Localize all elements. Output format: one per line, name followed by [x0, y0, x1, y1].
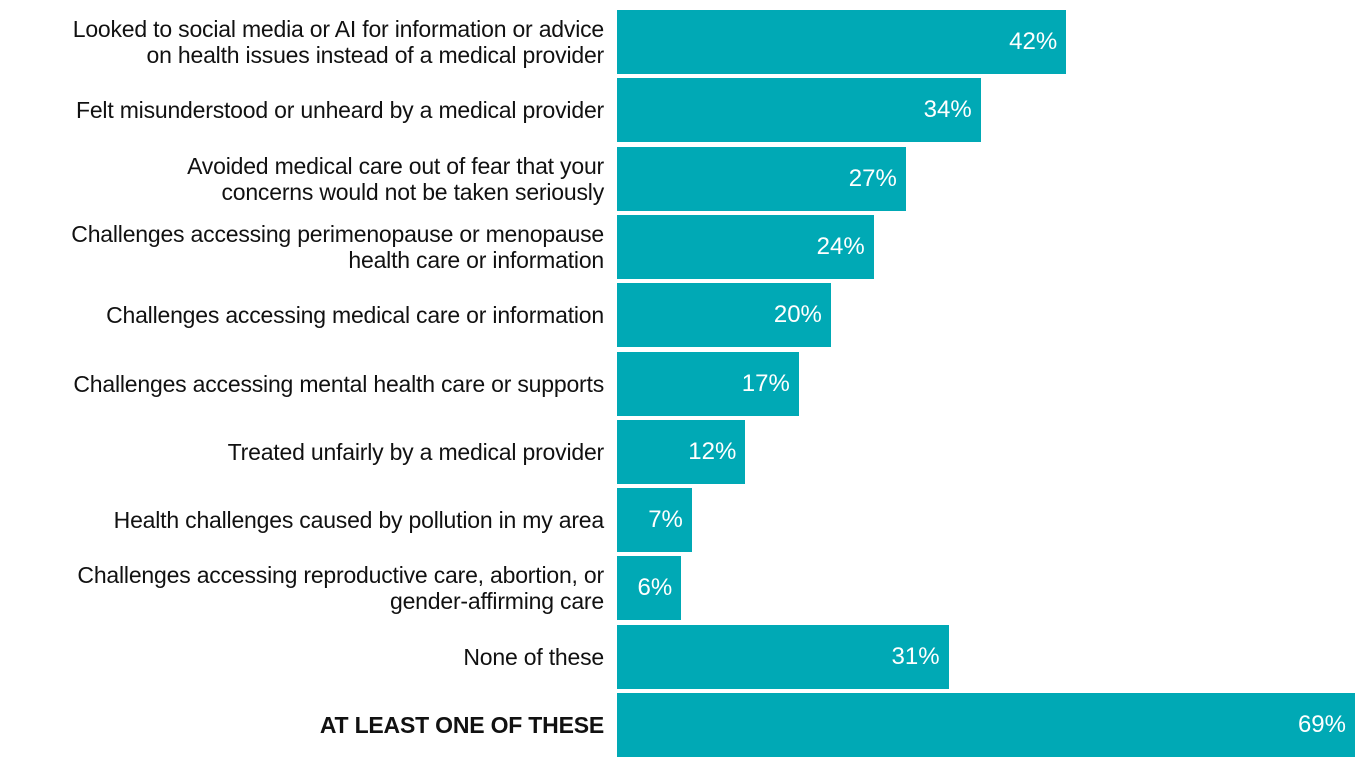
bar: 20%: [617, 283, 831, 348]
category-label-line: Challenges accessing reproductive care, …: [77, 562, 604, 589]
category-label: Challenges accessing reproductive care, …: [0, 556, 604, 620]
value-label: 12%: [688, 437, 737, 465]
bar-row: Avoided medical care out of fear that yo…: [0, 146, 1366, 211]
bar-row: Treated unfairly by a medical provider 12…: [0, 419, 1366, 484]
bar-row: AT LEAST ONE OF THESE 69%: [0, 693, 1366, 757]
category-label-line: concerns would not be taken seriously: [221, 178, 604, 205]
category-label-line: Challenges accessing medical care or inf…: [106, 302, 604, 329]
bar: 24%: [617, 214, 874, 279]
bar-row: Challenges accessing perimenopause or me…: [0, 214, 1366, 279]
bar: 27%: [617, 146, 906, 211]
bar: 12%: [617, 419, 746, 484]
category-label-line: Avoided medical care out of fear that yo…: [187, 152, 604, 179]
category-label: Felt misunderstood or unheard by a medic…: [0, 78, 604, 142]
bar-row: Challenges accessing reproductive care, …: [0, 556, 1366, 621]
bar: 69%: [617, 693, 1355, 757]
value-label: 34%: [923, 96, 972, 124]
value-label: 17%: [741, 369, 790, 397]
category-label-line: Challenges accessing mental health care …: [73, 370, 604, 397]
category-label-line: health care or information: [348, 246, 604, 273]
bar: 6%: [617, 556, 682, 621]
value-label: 31%: [891, 642, 940, 670]
value-label: 24%: [816, 232, 865, 260]
value-label: 6%: [637, 574, 673, 602]
bar-row: None of these 31%: [0, 624, 1366, 689]
category-label-line: on health issues instead of a medical pr…: [146, 42, 605, 68]
category-label: Health challenges caused by pollution in…: [0, 488, 605, 552]
value-label: 27%: [848, 164, 897, 192]
bar: 42%: [617, 10, 1067, 74]
category-label-line: Treated unfairly by a medical provider: [227, 438, 605, 465]
value-label: 20%: [773, 301, 822, 329]
bar: 7%: [617, 488, 692, 553]
category-label-line: AT LEAST ONE OF THESE: [319, 712, 604, 738]
category-label: Challenges accessing perimenopause or me…: [0, 215, 604, 279]
category-label-line: gender-affirming care: [390, 588, 604, 615]
category-label: Avoided medical care out of fear that yo…: [0, 147, 604, 211]
category-label-line: Looked to social media or AI for informa…: [72, 16, 604, 42]
category-label: Treated unfairly by a medical provider: [0, 420, 605, 484]
category-label: AT LEAST ONE OF THESE: [0, 693, 604, 757]
category-label-line: Felt misunderstood or unheard by a medic…: [75, 97, 604, 124]
category-label-line: Health challenges caused by pollution in…: [113, 507, 605, 534]
bar-row: Looked to social media or AI for informa…: [0, 10, 1366, 74]
bar: 34%: [617, 78, 981, 143]
category-label: None of these: [0, 625, 604, 689]
category-label: Challenges accessing mental health care …: [0, 352, 604, 416]
bar-row: Health challenges caused by pollution in…: [0, 488, 1366, 553]
bar-row: Challenges accessing mental health care …: [0, 351, 1366, 416]
value-label: 7%: [648, 506, 683, 534]
category-label-line: None of these: [463, 643, 604, 670]
bar-row: Felt misunderstood or unheard by a medic…: [0, 78, 1366, 143]
category-label-line: Challenges accessing perimenopause or me…: [71, 220, 604, 247]
bar: 17%: [617, 351, 799, 416]
value-label: 69%: [1297, 711, 1346, 738]
category-label: Challenges accessing medical care or inf…: [0, 283, 604, 347]
bar: 31%: [617, 624, 949, 689]
value-label: 42%: [1009, 28, 1058, 55]
bar-row: Challenges accessing medical care or inf…: [0, 283, 1366, 348]
category-label: Looked to social media or AI for informa…: [0, 10, 604, 74]
